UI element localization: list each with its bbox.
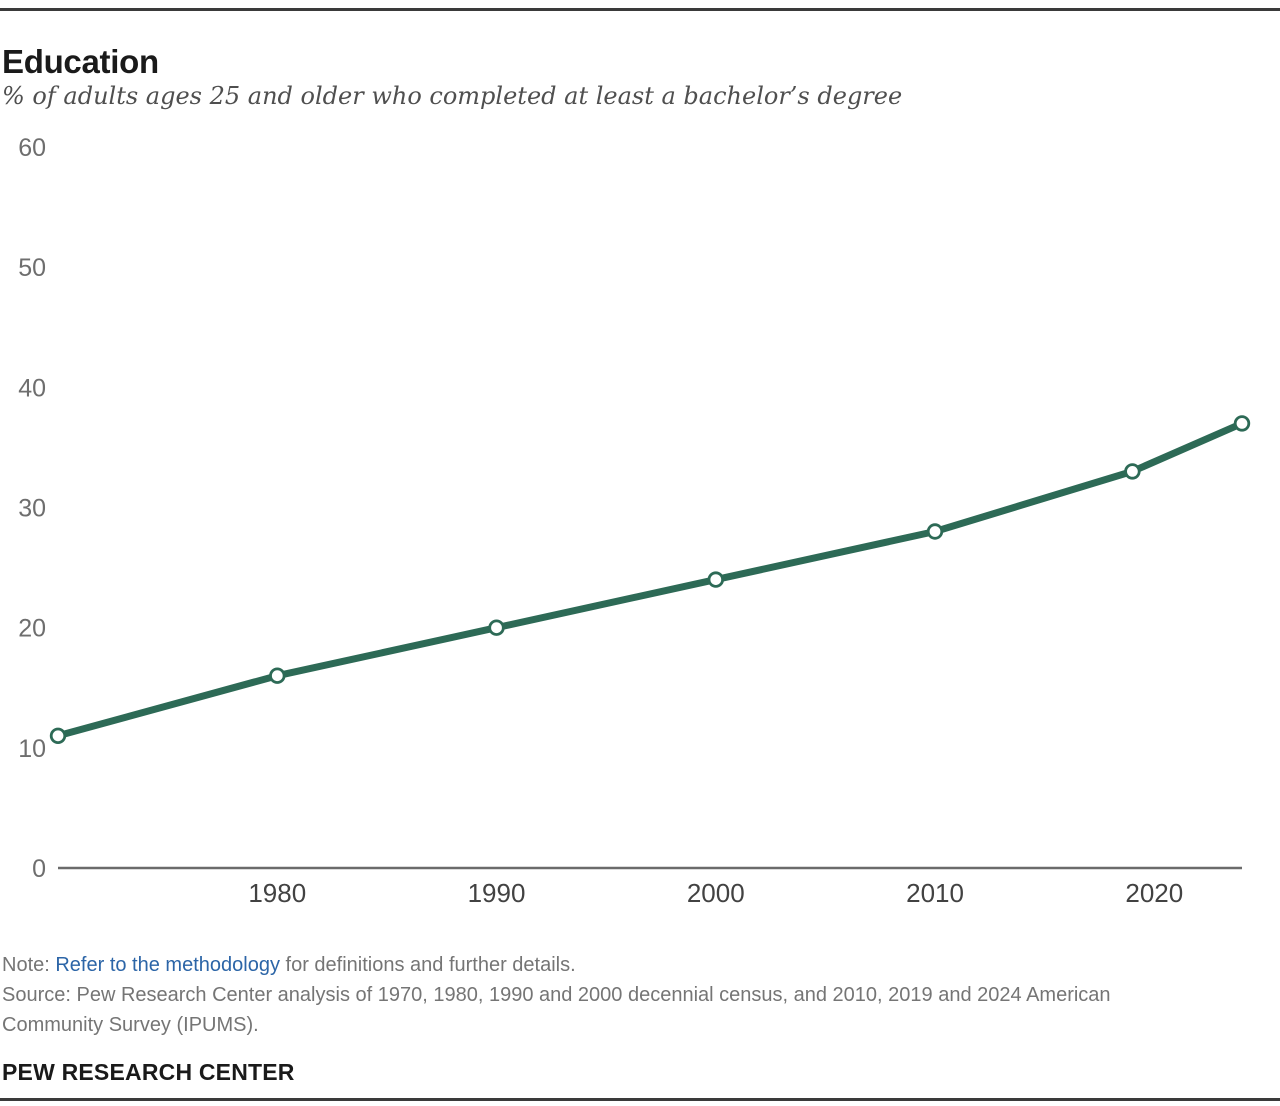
y-axis-tick-label: 0 — [32, 855, 46, 883]
x-axis-tick-label: 1990 — [468, 878, 526, 908]
y-axis-tick-label: 40 — [18, 374, 46, 402]
source-line: Source: Pew Research Center analysis of … — [2, 984, 1111, 1036]
x-axis-tick-label: 1980 — [248, 878, 306, 908]
pew-research-center-wordmark: PEW RESEARCH CENTER — [2, 1059, 295, 1085]
data-point-marker — [926, 523, 944, 540]
chart-subtitle: % of adults ages 25 and older who comple… — [2, 82, 903, 110]
bachelors-degree-trend-line — [54, 419, 1246, 740]
note-rest: for definitions and further details. — [279, 954, 576, 976]
note-label: Note: — [2, 954, 56, 976]
x-axis-tick-label: 2010 — [906, 878, 964, 908]
data-point-marker — [269, 667, 286, 684]
page-title: Education — [2, 43, 159, 81]
education-line-chart: 0 10 20 30 40 50 60 1980 1990 2000 2010 2020 — [18, 134, 1251, 908]
data-point-marker — [707, 571, 725, 588]
y-axis-tick-label: 60 — [18, 134, 46, 162]
data-point-marker — [1124, 463, 1141, 480]
x-axis-tick-label: 2020 — [1125, 878, 1183, 908]
x-axis-tick-label: 2000 — [687, 878, 745, 908]
y-axis-tick-label: 20 — [18, 615, 46, 643]
data-point-marker — [1233, 415, 1251, 432]
data-point-marker — [49, 727, 67, 745]
bottom-divider — [0, 1098, 1280, 1101]
methodology-link[interactable]: Refer to the methodology — [55, 954, 280, 976]
footnotes: Note: Refer to the methodology for defin… — [2, 950, 1214, 1040]
data-point-marker — [488, 619, 505, 636]
y-axis-tick-label: 10 — [18, 735, 46, 763]
note-line: Note: Refer to the methodology for defin… — [2, 950, 1214, 980]
top-divider — [0, 8, 1280, 11]
y-axis-tick-label: 30 — [18, 494, 46, 522]
y-axis-tick-label: 50 — [18, 254, 46, 282]
